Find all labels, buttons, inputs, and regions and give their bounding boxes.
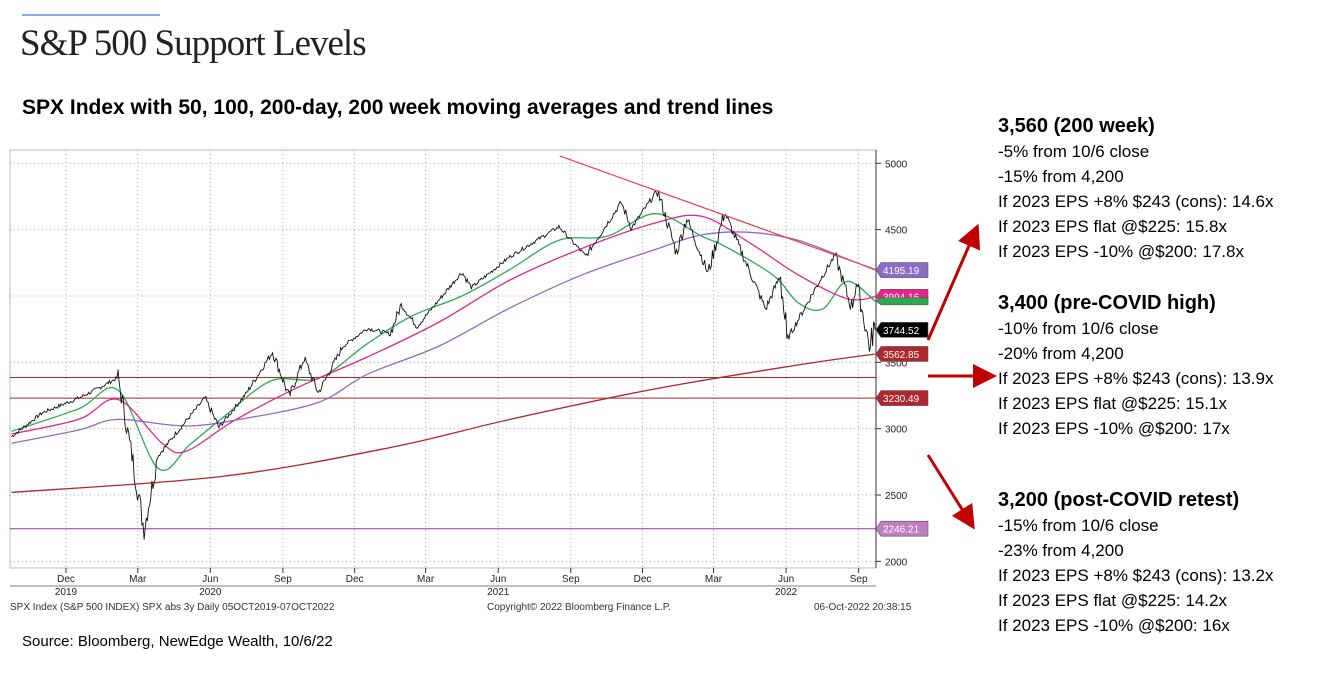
- value-label: 3562.85: [883, 350, 920, 361]
- annotation-line: -23% from 4,200: [998, 541, 1124, 560]
- chart-footer-right: 06-Oct-2022 20:38:15: [814, 602, 912, 613]
- value-label: 3744.52: [883, 326, 920, 337]
- value-label-box: [875, 346, 929, 362]
- chart-subtitle: SPX Index with 50, 100, 200-day, 200 wee…: [22, 96, 774, 119]
- annotation-line: If 2023 EPS -10% @$200: 16x: [998, 616, 1230, 635]
- title-accent-line: [22, 14, 160, 16]
- 200-day-ma-line: [11, 231, 876, 444]
- annotation-post-covid-retest: 3,200 (post-COVID retest) -15% from 10/6…: [998, 487, 1273, 638]
- annotation-line: -10% from 10/6 close: [998, 319, 1159, 338]
- annotation-heading: 3,400 (pre-COVID high): [998, 292, 1216, 314]
- 100-day-ma-line: [11, 214, 876, 454]
- annotation-line: -20% from 4,200: [998, 344, 1124, 363]
- value-label-box: [875, 262, 929, 278]
- annotation-heading: 3,200 (post-COVID retest): [998, 489, 1240, 511]
- annotation-line: If 2023 EPS +8% $243 (cons): 14.6x: [998, 192, 1274, 211]
- y-tick-label: 2500: [885, 491, 908, 502]
- arrow-to-post-covid-retest: [926, 454, 975, 530]
- plot-frame: [9, 149, 877, 569]
- spx-price-line: [11, 189, 876, 540]
- annotation-200-week: 3,560 (200 week) -5% from 10/6 close -15…: [998, 113, 1273, 264]
- x-tick-label: Jun: [778, 574, 794, 585]
- x-tick-label: Jun: [202, 574, 218, 585]
- annotation-line: If 2023 EPS flat @$225: 15.1x: [998, 394, 1227, 413]
- arrow-to-200-week: [926, 223, 981, 341]
- x-tick-label: Mar: [705, 574, 723, 585]
- y-tick-label: 5000: [885, 159, 908, 170]
- 50-day-ma-line: [11, 213, 876, 472]
- x-tick-label: Mar: [417, 574, 435, 585]
- value-label: 2246.21: [883, 525, 920, 536]
- annotation-line: -15% from 10/6 close: [998, 516, 1159, 535]
- annotation-pre-covid-high: 3,400 (pre-COVID high) -10% from 10/6 cl…: [998, 290, 1273, 441]
- value-label-box: [875, 297, 929, 306]
- x-tick-label: Jun: [490, 574, 506, 585]
- x-tick-label: Mar: [129, 574, 147, 585]
- downtrend-line: [559, 155, 876, 270]
- y-tick-label: 3000: [885, 425, 908, 436]
- y-tick-label: 2000: [885, 557, 908, 568]
- 200-week-ma-line: [11, 353, 876, 494]
- x-year-label: 2020: [199, 587, 222, 598]
- x-tick-label: Sep: [562, 574, 580, 585]
- annotation-line: If 2023 EPS -10% @$200: 17x: [998, 419, 1230, 438]
- chart-footer-left: SPX Index (S&P 500 INDEX) SPX abs 3y Dai…: [10, 602, 335, 613]
- annotation-line: If 2023 EPS flat @$225: 15.8x: [998, 217, 1227, 236]
- x-year-label: 2021: [487, 587, 510, 598]
- y-tick-label: 3500: [885, 358, 908, 369]
- value-label-box: [875, 322, 929, 338]
- source-note: Source: Bloomberg, NewEdge Wealth, 10/6/…: [22, 633, 333, 650]
- x-tick-label: Sep: [274, 574, 292, 585]
- value-label: 3230.49: [883, 394, 920, 405]
- annotation-line: If 2023 EPS +8% $243 (cons): 13.2x: [998, 566, 1274, 585]
- value-label-box: [875, 520, 929, 537]
- value-label: 4195.19: [883, 266, 920, 277]
- page-title: S&P 500 Support Levels: [20, 23, 367, 64]
- x-tick-label: Sep: [850, 574, 868, 585]
- chart-footer-center: Copyright© 2022 Bloomberg Finance L.P.: [487, 602, 671, 613]
- x-year-label: 2019: [55, 587, 78, 598]
- annotation-line: If 2023 EPS -10% @$200: 17.8x: [998, 242, 1244, 261]
- x-tick-label: Dec: [634, 574, 652, 585]
- y-tick-label: 4500: [885, 226, 908, 237]
- annotation-line: -15% from 4,200: [998, 167, 1124, 186]
- value-label-box: [875, 390, 929, 406]
- annotation-line: If 2023 EPS +8% $243 (cons): 13.9x: [998, 369, 1274, 388]
- x-tick-label: Dec: [57, 574, 75, 585]
- annotation-heading: 3,560 (200 week): [998, 115, 1155, 137]
- x-tick-label: Dec: [346, 574, 364, 585]
- annotation-line: -5% from 10/6 close: [998, 142, 1150, 161]
- annotation-line: If 2023 EPS flat @$225: 14.2x: [998, 591, 1227, 610]
- x-year-label: 2022: [775, 587, 798, 598]
